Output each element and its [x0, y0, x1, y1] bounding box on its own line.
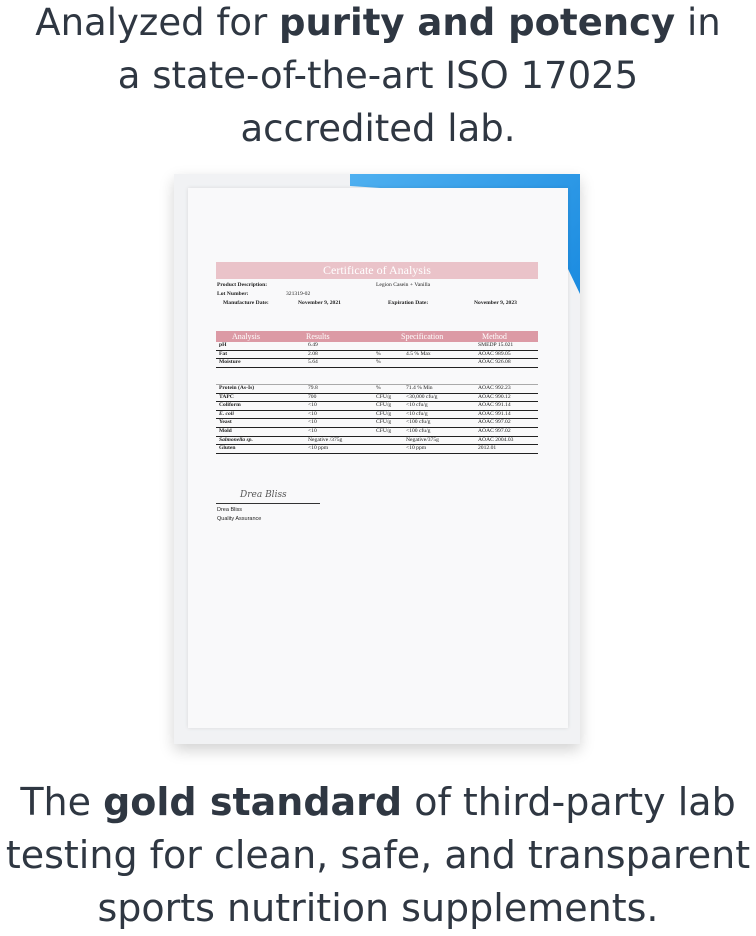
table-row: E. coli <10 CFU/g <10 cfu/g AOAC 991.14 — [216, 411, 538, 420]
cell-spec: Negative/375g — [406, 436, 439, 443]
cell-spec: <100 cfu/g — [406, 419, 431, 426]
cell-result: 5.64 — [308, 359, 318, 366]
cell-unit: % — [376, 385, 381, 391]
cell-method: AOAC 992.23 — [478, 385, 511, 391]
cell-unit: % — [376, 350, 381, 357]
lot-label: Lot Number: — [217, 291, 249, 297]
cell-result: 2.08 — [308, 350, 318, 357]
headline-text: The — [20, 780, 104, 824]
cell-result: <10 ppm — [308, 445, 329, 452]
cell-spec: <10 ppm — [406, 445, 427, 452]
signer-name: Drea Bliss — [217, 507, 243, 513]
headline-line: testing for clean, safe, and transparent — [5, 833, 751, 877]
cell-analysis: pH — [219, 342, 227, 348]
cell-analysis: TAPC — [219, 393, 234, 400]
results-group-2: Protein (As-Is) 79.8% 71.4 % Min AOAC 992.2… — [216, 384, 538, 454]
cell-method: AOAC 989.05 — [478, 350, 511, 357]
headline-line: sports nutrition supplements. — [97, 886, 659, 930]
cell-method: AOAC 997.02 — [478, 419, 511, 426]
expiration-date-label: Expiration Date: — [388, 300, 429, 306]
manufacture-date-label: Manufacture Date: — [223, 300, 269, 306]
table-row: Yeast <10 CFU/g <100 cfu/g AOAC 997.02 — [216, 419, 538, 428]
cell-analysis: Yeast — [219, 419, 232, 426]
cell-result: <10 — [308, 402, 317, 409]
cell-unit: CFU/g — [376, 427, 392, 434]
cell-spec: 71.4 % Min — [406, 385, 433, 391]
product-value: Legion Casein + Vanilla — [376, 282, 431, 288]
certificate-document: Certificate of Analysis Product Descript… — [188, 188, 568, 728]
table-row: Gluten <10 ppm <10 ppm 2012.01 — [216, 445, 538, 454]
expiration-date-value: November 9, 2023 — [474, 300, 517, 306]
cell-result: <10 — [308, 410, 317, 417]
headline-text: of third-party lab — [402, 780, 736, 824]
headline-top: Analyzed for purity and potency in a sta… — [0, 0, 756, 155]
table-row: Coliform <10 CFU/g <10 cfu/g AOAC 991.14 — [216, 402, 538, 411]
cell-result: 79.8 — [308, 385, 318, 391]
table-row: Mold <10 CFU/g <100 cfu/g AOAC 997.02 — [216, 428, 538, 437]
cell-unit: CFU/g — [376, 393, 392, 400]
cell-unit: % — [376, 359, 381, 366]
cell-method: 2012.01 — [478, 445, 497, 452]
cell-result: 6.49 — [308, 342, 318, 348]
table-row: Protein (As-Is) 79.8% 71.4 % Min AOAC 992.2… — [216, 385, 538, 394]
cell-result: Negative /375g — [308, 436, 343, 443]
cell-analysis: Protein (As-Is) — [219, 385, 255, 391]
cell-method: AOAC 926.08 — [478, 359, 511, 366]
cell-analysis: Mold — [219, 427, 232, 434]
cell-result: 700 — [308, 393, 317, 400]
cell-spec: <30,000 cfu/g — [406, 393, 438, 400]
column-header: Specification — [401, 332, 444, 341]
cell-method: AOAC 997.02 — [478, 427, 511, 434]
cell-unit: CFU/g — [376, 419, 392, 426]
table-row: pH 6.49 SMEDP 15.021 — [216, 342, 538, 351]
signature: Drea Bliss — [216, 490, 320, 504]
cell-spec: 4.5 % Max — [406, 350, 431, 357]
product-label: Product Description: — [217, 282, 268, 288]
table-row: TAPC 700 CFU/g <30,000 cfu/g AOAC 990.12 — [216, 394, 538, 403]
headline-bottom: The gold standard of third-party lab tes… — [0, 776, 756, 935]
table-header: Analysis Results Specification Method — [216, 331, 538, 342]
headline-bold: gold standard — [103, 780, 403, 824]
cell-spec: <10 cfu/g — [406, 402, 428, 409]
signer-title: Quality Assurance — [217, 516, 262, 522]
cell-analysis: Fat — [219, 350, 228, 357]
cell-unit: CFU/g — [376, 410, 392, 417]
table-row: Fat 2.08% 4.5 % Max AOAC 989.05 — [216, 351, 538, 360]
cell-method: AOAC 991.14 — [478, 402, 511, 409]
cell-method: SMEDP 15.021 — [478, 342, 514, 348]
table-row: Salmonella sp. Negative /375g Negative/375… — [216, 437, 538, 446]
cell-method: AOAC 990.12 — [478, 393, 511, 400]
cell-method: AOAC 2004.03 — [478, 436, 514, 443]
headline-text: in — [675, 1, 721, 44]
table-row: Moisture 5.64% AOAC 926.08 — [216, 359, 538, 368]
cell-analysis: Gluten — [219, 445, 236, 452]
headline-line: a state-of-the-art ISO 17025 — [117, 54, 639, 97]
column-header: Method — [482, 332, 507, 341]
cell-unit: CFU/g — [376, 402, 392, 409]
cell-analysis: Coliform — [219, 402, 241, 409]
cell-result: <10 — [308, 427, 317, 434]
certificate-title: Certificate of Analysis — [216, 262, 538, 279]
cell-method: AOAC 991.14 — [478, 410, 511, 417]
results-group-1: pH 6.49 SMEDP 15.021 Fat 2.08% 4.5 % Max AOAC … — [216, 342, 538, 368]
headline-text: Analyzed for — [35, 1, 279, 44]
manufacture-date-value: November 9, 2021 — [298, 300, 341, 306]
cell-spec: <100 cfu/g — [406, 427, 431, 434]
headline-line: accredited lab. — [240, 107, 516, 150]
cell-analysis: E. coli — [219, 410, 234, 417]
headline-bold: purity and potency — [278, 1, 676, 44]
column-header: Analysis — [232, 332, 260, 341]
cell-spec: <10 cfu/g — [406, 410, 428, 417]
column-header: Results — [306, 332, 330, 341]
lot-value: 321319-02 — [286, 291, 311, 297]
cell-analysis: Moisture — [219, 359, 241, 366]
cell-analysis: Salmonella sp. — [219, 436, 253, 443]
cell-result: <10 — [308, 419, 317, 426]
